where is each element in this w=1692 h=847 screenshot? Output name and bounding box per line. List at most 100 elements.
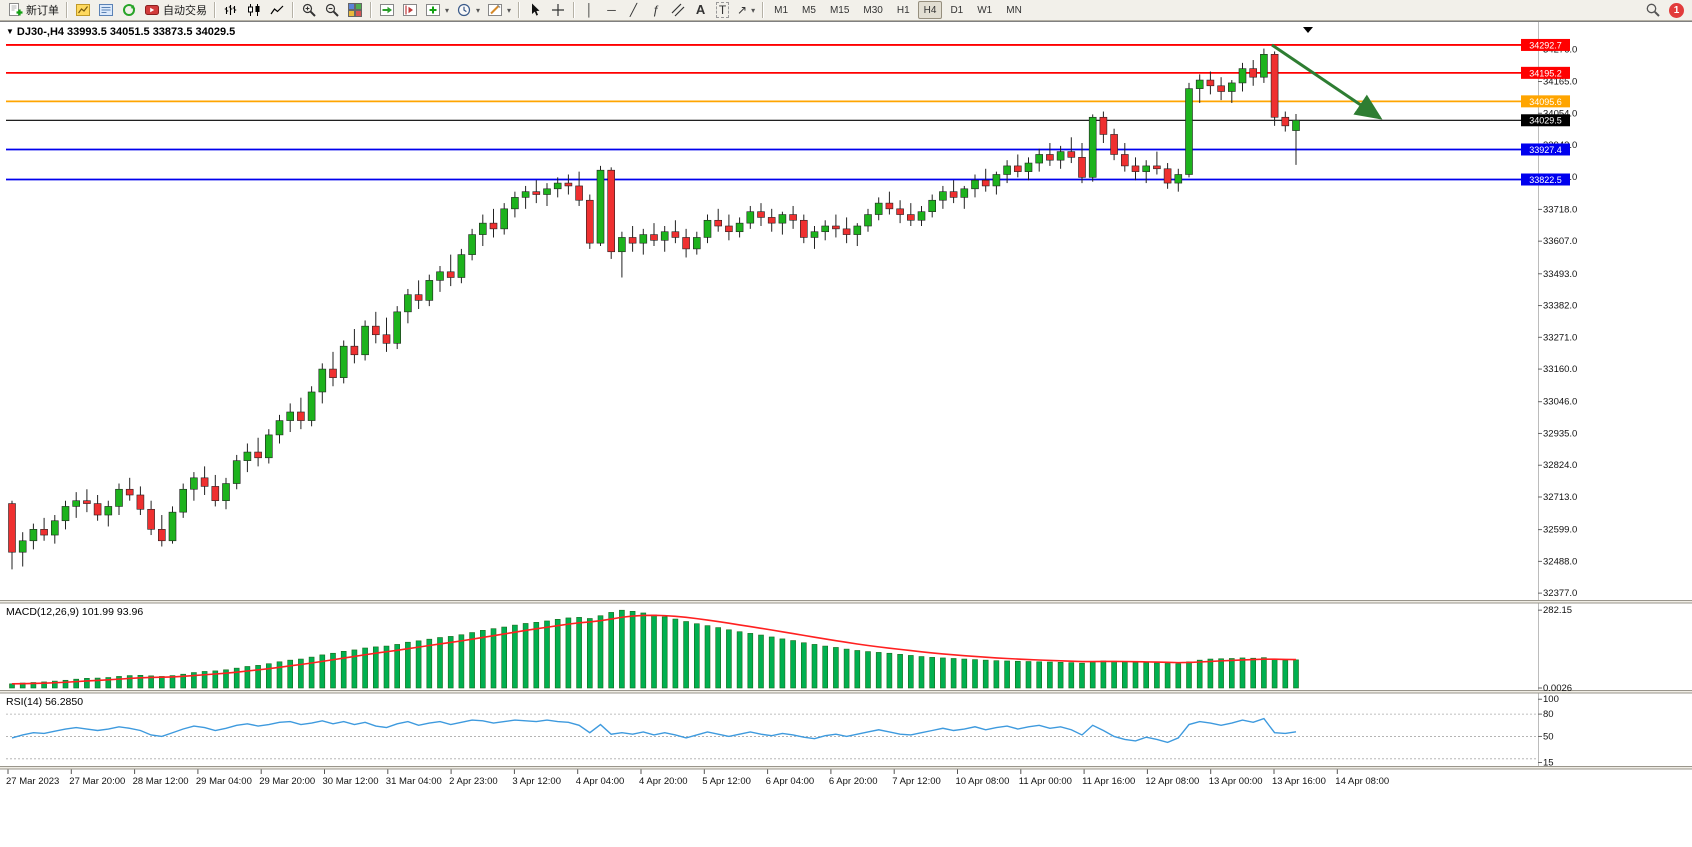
market-watch-icon [75, 2, 91, 18]
svg-text:12 Apr 08:00: 12 Apr 08:00 [1145, 776, 1199, 787]
svg-text:4 Apr 04:00: 4 Apr 04:00 [576, 776, 625, 787]
svg-text:4 Apr 20:00: 4 Apr 20:00 [639, 776, 688, 787]
timeframe-m15-button[interactable]: M15 [829, 4, 850, 16]
data-window-icon [98, 2, 114, 18]
svg-text:33607.0: 33607.0 [1543, 236, 1577, 247]
timeframe-m5-button[interactable]: M5 [802, 4, 816, 16]
svg-text:33160.0: 33160.0 [1543, 364, 1577, 375]
notification-badge[interactable]: 1 [1669, 2, 1684, 18]
crosshair-button[interactable] [547, 1, 569, 19]
tile-windows-icon [347, 2, 363, 18]
periods-icon [456, 2, 472, 18]
svg-text:32713.0: 32713.0 [1543, 492, 1577, 503]
chart-window: 34276.034165.034054.033943.033832.033718… [0, 21, 1692, 847]
search-icon [1645, 2, 1661, 18]
timeframe-w1-button[interactable]: W1 [977, 4, 993, 16]
market-watch-button[interactable] [72, 1, 94, 19]
text-label-button[interactable]: T [712, 1, 733, 19]
timeframe-m1-button[interactable]: M1 [774, 4, 789, 16]
svg-text:15: 15 [1543, 758, 1554, 769]
svg-text:31 Mar 04:00: 31 Mar 04:00 [386, 776, 442, 787]
autotrade-icon [144, 2, 160, 18]
timeframe-d1-button[interactable]: D1 [950, 4, 964, 16]
text-label-icon: T [715, 2, 730, 18]
svg-text:33822.5: 33822.5 [1529, 175, 1562, 185]
svg-text:3 Apr 12:00: 3 Apr 12:00 [512, 776, 561, 787]
bar-chart-button[interactable] [220, 1, 242, 19]
chart-ohlc-text: DJ30-,H4 33993.5 34051.5 33873.5 34029.5 [16, 26, 236, 38]
svg-text:33271.0: 33271.0 [1543, 332, 1577, 343]
svg-text:2 Apr 23:00: 2 Apr 23:00 [449, 776, 498, 787]
svg-text:11 Apr 00:00: 11 Apr 00:00 [1019, 776, 1072, 787]
text-button[interactable]: A [690, 1, 711, 19]
line-chart-button[interactable] [266, 1, 288, 19]
trendline-button[interactable]: ╱ [623, 1, 644, 19]
svg-text:13 Apr 00:00: 13 Apr 00:00 [1209, 776, 1263, 787]
svg-text:13 Apr 16:00: 13 Apr 16:00 [1272, 776, 1326, 787]
svg-text:27 Mar 20:00: 27 Mar 20:00 [69, 776, 125, 787]
separator [762, 2, 765, 18]
timeframe-h4-button[interactable]: H4 [917, 1, 943, 19]
channel-button[interactable] [667, 1, 689, 19]
template-icon [487, 2, 503, 18]
svg-text:32935.0: 32935.0 [1543, 428, 1577, 439]
macd-indicator-label: MACD(12,26,9) 101.99 93.96 [6, 606, 144, 618]
fibonacci-button[interactable]: ƒ [645, 1, 666, 19]
svg-text:34292.7: 34292.7 [1529, 40, 1562, 50]
svg-text:28 Mar 12:00: 28 Mar 12:00 [133, 776, 189, 787]
svg-text:34165.0: 34165.0 [1543, 76, 1577, 87]
tile-windows-button[interactable] [344, 1, 366, 19]
chart-shift-button[interactable] [399, 1, 421, 19]
chart-title: ▼ DJ30-,H4 33993.5 34051.5 33873.5 34029.… [6, 26, 235, 38]
bar-chart-icon [223, 2, 239, 18]
cursor-icon [527, 2, 543, 18]
price-chart-canvas[interactable]: 34276.034165.034054.033943.033832.033718… [0, 21, 1692, 847]
timeframe-m30-button[interactable]: M30 [863, 4, 883, 16]
data-window-button[interactable] [95, 1, 117, 19]
svg-text:5 Apr 12:00: 5 Apr 12:00 [702, 776, 751, 787]
navigator-icon [121, 2, 137, 18]
new-order-button[interactable]: 新订单 [4, 1, 62, 19]
autoscroll-button[interactable] [376, 1, 398, 19]
vertical-line-button[interactable]: │ [579, 1, 600, 19]
chart-menu-arrow-icon[interactable]: ▼ [6, 27, 14, 36]
add-indicator-button[interactable]: ▾ [422, 1, 452, 19]
svg-text:0.0026: 0.0026 [1543, 683, 1572, 694]
separator [214, 2, 216, 18]
zoom-out-button[interactable] [321, 1, 343, 19]
dropdown-caret-icon: ▾ [476, 5, 481, 15]
template-button[interactable]: ▾ [484, 1, 514, 19]
horizontal-line-button[interactable]: ─ [601, 1, 622, 19]
horizontal-line-icon: ─ [607, 3, 616, 17]
svg-text:282.15: 282.15 [1543, 605, 1572, 616]
separator [518, 2, 521, 18]
separator [66, 2, 68, 18]
timeframe-h1-button[interactable]: H1 [896, 4, 910, 16]
new-order-icon [7, 2, 23, 18]
new-order-label: 新订单 [26, 5, 59, 17]
timeframe-mn-button[interactable]: MN [1006, 4, 1022, 16]
candlestick-chart-button[interactable] [243, 1, 265, 19]
svg-text:14 Apr 08:00: 14 Apr 08:00 [1335, 776, 1389, 787]
search-button[interactable] [1642, 1, 1664, 19]
fibonacci-icon: ƒ [652, 3, 659, 17]
autotrade-button[interactable]: 自动交易 [141, 1, 210, 19]
svg-text:32824.0: 32824.0 [1543, 460, 1577, 471]
svg-text:30 Mar 12:00: 30 Mar 12:00 [323, 776, 379, 787]
zoom-in-button[interactable] [298, 1, 320, 19]
autotrade-label: 自动交易 [163, 5, 207, 17]
svg-text:33718.0: 33718.0 [1543, 204, 1577, 215]
svg-text:32377.0: 32377.0 [1543, 588, 1577, 599]
svg-text:100: 100 [1543, 694, 1559, 705]
arrows-button[interactable]: ↗ ▾ [734, 1, 758, 19]
cursor-button[interactable] [524, 1, 546, 19]
periods-button[interactable]: ▾ [453, 1, 483, 19]
svg-text:34195.2: 34195.2 [1529, 68, 1562, 78]
svg-text:33046.0: 33046.0 [1543, 397, 1577, 408]
svg-text:32488.0: 32488.0 [1543, 556, 1577, 567]
timeframe-group: M1 M5 M15 M30 H1 H4 D1 W1 MN [768, 1, 1028, 19]
separator [292, 2, 294, 18]
svg-text:7 Apr 12:00: 7 Apr 12:00 [892, 776, 941, 787]
add-indicator-icon [425, 2, 441, 18]
navigator-button[interactable] [118, 1, 140, 19]
